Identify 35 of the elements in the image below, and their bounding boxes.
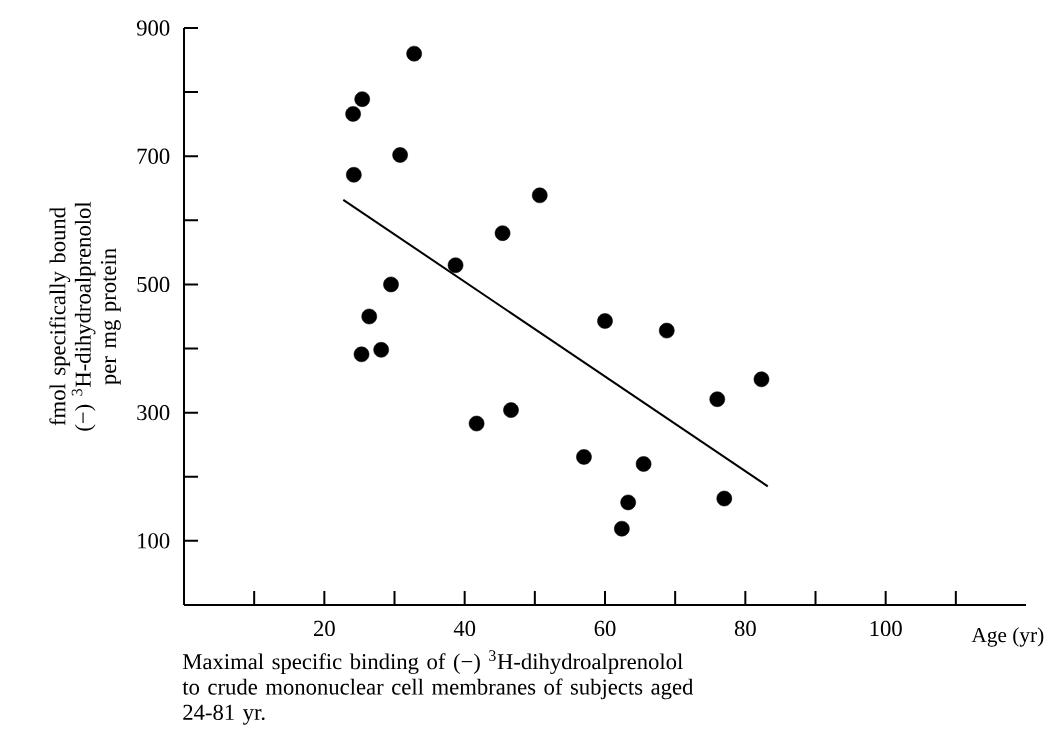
point [620, 494, 636, 511]
point [468, 415, 485, 432]
point [531, 187, 548, 204]
point [345, 106, 361, 122]
point [597, 313, 613, 329]
point [383, 276, 399, 293]
point [353, 346, 370, 363]
point [494, 225, 511, 241]
point [753, 371, 770, 388]
x-tick-label: 100 [870, 620, 902, 637]
y-tick-label: 300 [137, 405, 170, 421]
point [392, 147, 408, 163]
x-tick-label: 40 [453, 620, 476, 637]
y-tick-label: 500 [137, 276, 170, 293]
text: Maximal specific binding of (−) $^{3}$H-dihydroalprenolol to crude mononuclear cell membranes of subjects aged 24-81 yr. [182, 650, 694, 725]
point [658, 322, 675, 339]
y-tick-label: 100 [138, 533, 170, 549]
point [503, 402, 519, 418]
point [709, 391, 726, 407]
point [716, 490, 733, 507]
x-tick-label: 80 [734, 620, 756, 637]
y-tick-label: 700 [137, 148, 170, 164]
y-tick-label: 900 [136, 20, 170, 36]
x-axis-title: Age (yr) [971, 627, 1044, 647]
point [447, 257, 464, 273]
point [576, 449, 592, 465]
x-tick-label: 20 [314, 620, 335, 637]
point [346, 167, 362, 183]
x-tick-label: 60 [594, 620, 616, 637]
point [635, 456, 652, 472]
point [406, 45, 422, 62]
point [373, 342, 389, 358]
point [614, 520, 630, 537]
point [361, 308, 378, 325]
point [354, 91, 370, 107]
